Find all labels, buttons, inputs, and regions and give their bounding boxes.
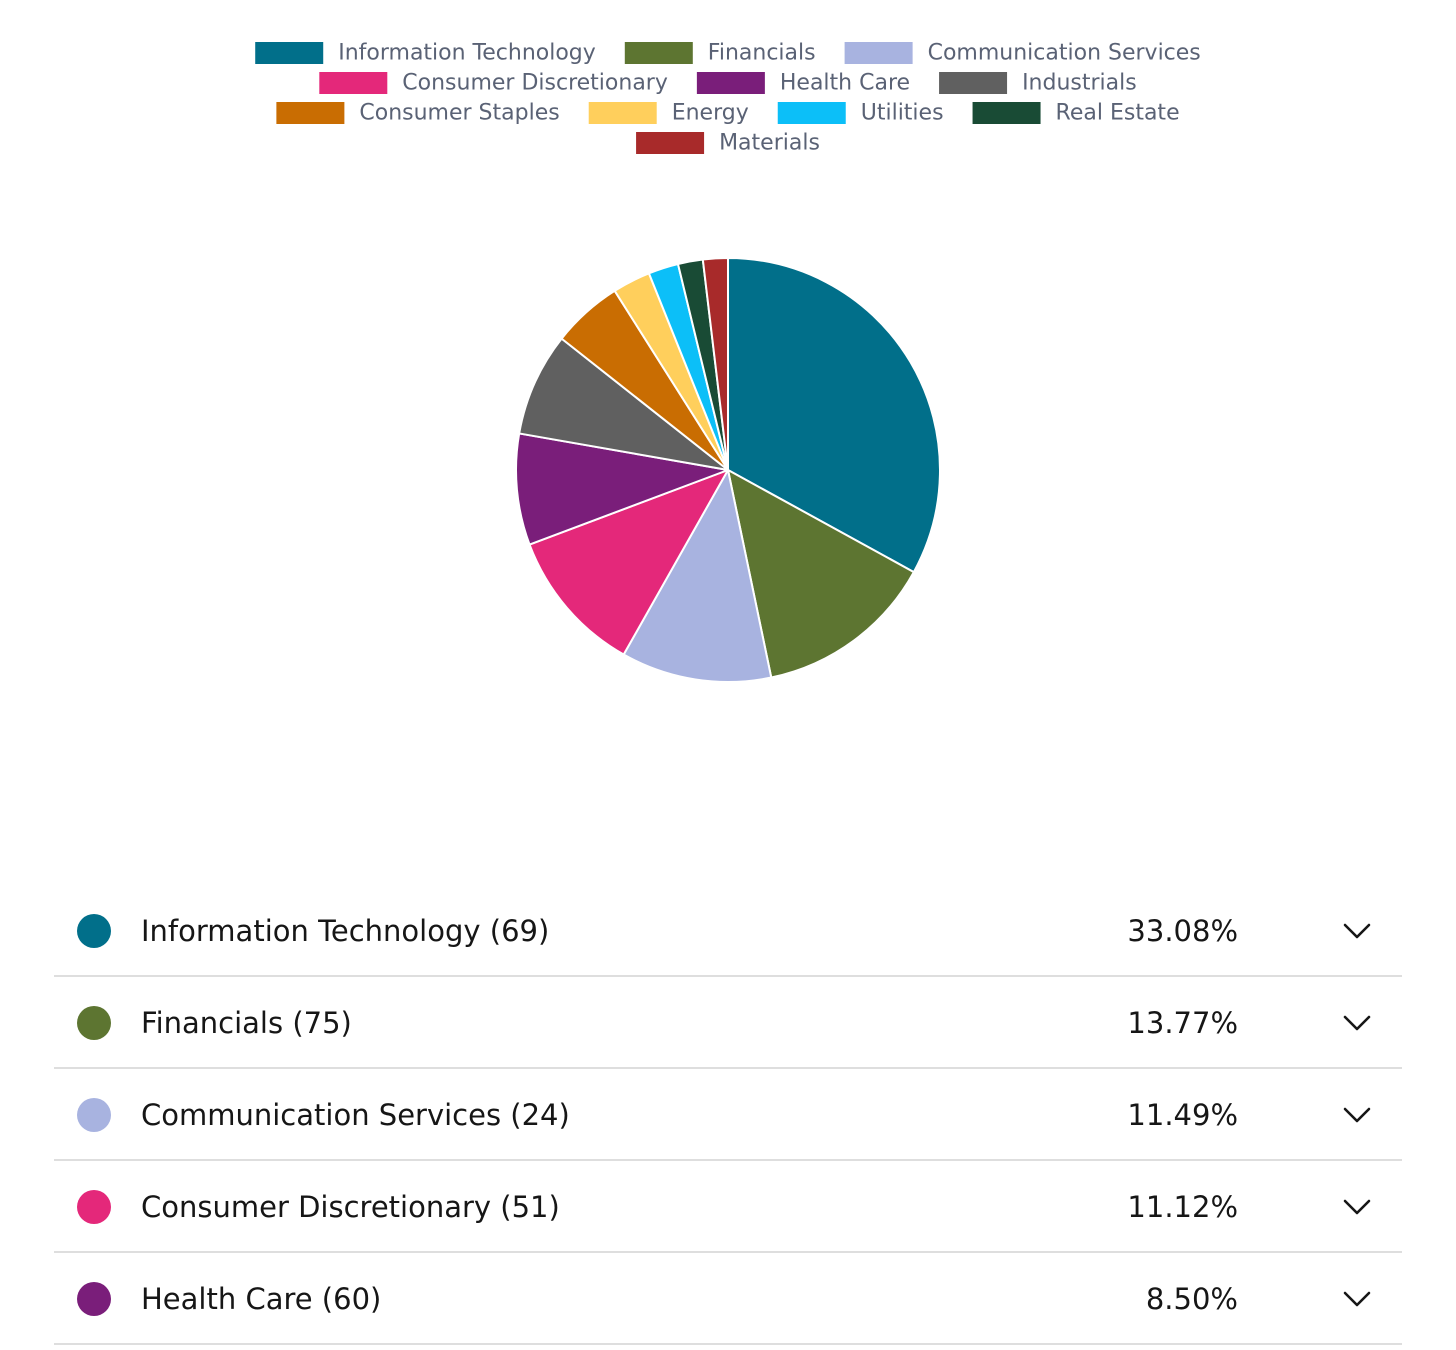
chevron-down-icon[interactable] [1342,916,1372,946]
legend-swatch-utilities[interactable] [777,102,846,124]
legend-swatch-health-care[interactable] [696,72,765,94]
legend-label-consumer-staples[interactable]: Consumer Staples [359,101,559,126]
sector-list: Information Technology (69) 33.08% Financi… [54,885,1402,1345]
sector-row[interactable]: Consumer Discretionary (51) 11.12% [54,1161,1402,1253]
legend-swatch-industrials[interactable] [939,72,1008,94]
legend-swatch-financials[interactable] [624,42,693,64]
sector-row[interactable]: Communication Services (24) 11.49% [54,1069,1402,1161]
legend-label-communication-services[interactable]: Communication Services [928,41,1201,66]
sector-percent: 11.12% [1127,1190,1238,1224]
sector-color-dot [77,1098,111,1132]
sector-color-dot [77,1190,111,1224]
pie-slice-financials[interactable] [727,469,915,679]
pie-slice-consumer-discretionary[interactable] [528,469,729,656]
chart-legend: Information Technology Financials Communic… [255,41,1201,156]
legend-label-utilities[interactable]: Utilities [861,101,944,126]
sector-name: Financials (75) [141,1006,352,1040]
sector-row[interactable]: Financials (75) 13.77% [54,977,1402,1069]
legend-swatch-consumer-discretionary[interactable] [319,72,388,94]
legend-label-materials[interactable]: Materials [719,131,820,156]
pie-slice-communication-services[interactable] [622,469,773,683]
sector-name: Information Technology (69) [141,914,550,948]
legend-swatch-real-estate[interactable] [972,102,1041,124]
pie-slice-industrials[interactable] [518,337,729,471]
legend-swatch-energy[interactable] [588,102,657,124]
sector-percent: 33.08% [1127,914,1238,948]
legend-swatch-communication-services[interactable] [844,42,913,64]
legend-label-real-estate[interactable]: Real Estate [1056,101,1180,126]
legend-label-health-care[interactable]: Health Care [780,71,910,96]
sector-color-dot [77,1282,111,1316]
legend-label-financials[interactable]: Financials [708,41,816,66]
legend-label-consumer-discretionary[interactable]: Consumer Discretionary [402,71,668,96]
sector-row[interactable]: Information Technology (69) 33.08% [54,885,1402,977]
chevron-down-icon[interactable] [1342,1192,1372,1222]
legend-label-information-technology[interactable]: Information Technology [338,41,596,66]
sector-row[interactable]: Health Care (60) 8.50% [54,1253,1402,1345]
sector-percent: 8.50% [1145,1282,1238,1316]
sector-color-dot [77,914,111,948]
chart-area: Information Technology Financials Communic… [255,41,1201,683]
sector-pie-chart: Information Technology Financials Communic… [255,41,1201,683]
chevron-down-icon[interactable] [1342,1008,1372,1038]
sector-percent: 11.49% [1127,1098,1238,1132]
pie-slice-information-technology[interactable] [727,257,941,574]
sector-name: Health Care (60) [141,1282,382,1316]
sector-percent: 13.77% [1127,1006,1238,1040]
legend-swatch-consumer-staples[interactable] [276,102,345,124]
sector-color-dot [77,1006,111,1040]
sector-name: Communication Services (24) [141,1098,570,1132]
pie [515,257,941,683]
legend-swatch-materials[interactable] [636,132,705,154]
legend-swatch-information-technology[interactable] [255,42,324,64]
chevron-down-icon[interactable] [1342,1284,1372,1314]
pie-slice-materials[interactable] [701,257,729,471]
chevron-down-icon[interactable] [1342,1100,1372,1130]
legend-label-industrials[interactable]: Industrials [1022,71,1137,96]
legend-label-energy[interactable]: Energy [672,101,749,126]
sector-name: Consumer Discretionary (51) [141,1190,560,1224]
